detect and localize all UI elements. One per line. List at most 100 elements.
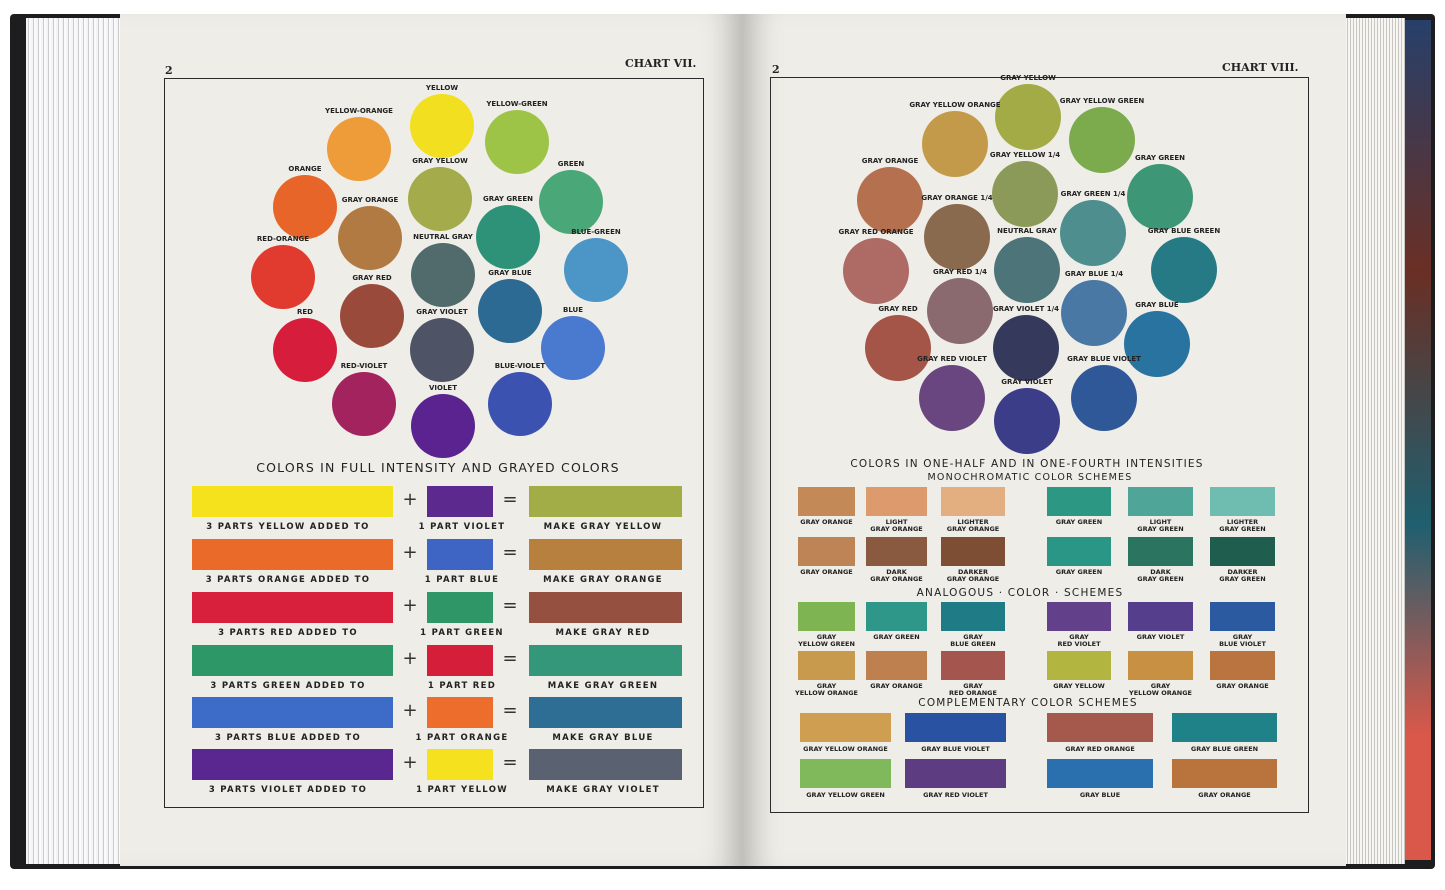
base-color-bar bbox=[192, 592, 393, 623]
color-circle bbox=[478, 279, 542, 343]
color-circle bbox=[273, 318, 337, 382]
complementary-swatch bbox=[905, 713, 1006, 742]
base-label: 3 PARTS YELLOW ADDED TO bbox=[206, 522, 370, 532]
equals-sign: = bbox=[502, 648, 518, 669]
base-label: 3 PARTS BLUE ADDED TO bbox=[214, 733, 362, 743]
result-color-bar bbox=[529, 592, 682, 623]
circle-label: GRAY RED bbox=[352, 274, 392, 282]
base-color-bar bbox=[192, 749, 393, 780]
circle-label: GRAY VIOLET bbox=[416, 308, 468, 316]
result-label: MAKE GRAY RED bbox=[555, 628, 651, 638]
result-label: MAKE GRAY ORANGE bbox=[543, 575, 663, 585]
monochromatic-swatch bbox=[1047, 537, 1111, 566]
circle-label: GRAY YELLOW GREEN bbox=[1059, 97, 1145, 105]
color-circle bbox=[1071, 365, 1137, 431]
monochromatic-swatch bbox=[866, 487, 927, 516]
analogous-swatch bbox=[1047, 651, 1111, 680]
circle-label: ORANGE bbox=[288, 165, 322, 173]
plus-sign: + bbox=[402, 489, 418, 510]
added-label: 1 PART VIOLET bbox=[418, 522, 506, 532]
monochromatic-swatch-label: DARKER GRAY ORANGE bbox=[946, 568, 1000, 583]
result-color-bar bbox=[529, 697, 682, 728]
analogous-swatch bbox=[798, 602, 855, 631]
color-circle bbox=[332, 372, 396, 436]
circle-label: GRAY GREEN bbox=[1135, 154, 1185, 162]
circle-label: GRAY RED bbox=[878, 305, 918, 313]
circle-label: GRAY YELLOW ORANGE bbox=[909, 101, 1001, 109]
circle-label: GRAY YELLOW bbox=[1000, 74, 1056, 82]
complementary-swatch bbox=[800, 713, 891, 742]
circle-label: BLUE-GREEN bbox=[571, 228, 621, 236]
circle-label: GRAY RED ORANGE bbox=[838, 228, 914, 236]
circle-label: GREEN bbox=[557, 160, 585, 168]
result-label: MAKE GRAY VIOLET bbox=[546, 785, 660, 795]
plus-sign: + bbox=[402, 542, 418, 563]
added-color-bar bbox=[427, 645, 493, 676]
circle-label: RED bbox=[297, 308, 313, 316]
page-number: 2 bbox=[772, 63, 780, 76]
monochromatic-swatch-label: LIGHTER GRAY GREEN bbox=[1219, 518, 1266, 533]
color-circle bbox=[408, 167, 472, 231]
color-circle bbox=[922, 111, 988, 177]
equals-sign: = bbox=[502, 542, 518, 563]
added-color-bar bbox=[427, 749, 493, 780]
analogous-swatch-label: GRAY VIOLET bbox=[1136, 633, 1185, 641]
color-circle bbox=[1060, 200, 1126, 266]
added-label: 1 PART BLUE bbox=[424, 575, 500, 585]
analogous-swatch bbox=[1128, 602, 1193, 631]
plus-sign: + bbox=[402, 700, 418, 721]
circle-label: GRAY BLUE 1/4 bbox=[1064, 270, 1124, 278]
circle-label: GRAY ORANGE 1/4 bbox=[921, 194, 993, 202]
analogous-swatch bbox=[798, 651, 855, 680]
circle-label: GRAY GREEN 1/4 bbox=[1060, 190, 1126, 198]
analogous-swatch bbox=[1210, 602, 1275, 631]
color-circle bbox=[1124, 311, 1190, 377]
complementary-title: COMPLEMENTARY COLOR SCHEMES bbox=[918, 697, 1138, 709]
color-circle bbox=[476, 205, 540, 269]
monochromatic-swatch bbox=[866, 537, 927, 566]
analogous-swatch bbox=[1210, 651, 1275, 680]
complementary-swatch bbox=[1047, 759, 1153, 788]
result-color-bar bbox=[529, 486, 682, 517]
circle-label: YELLOW-ORANGE bbox=[325, 107, 393, 115]
color-circle bbox=[992, 161, 1058, 227]
analogous-swatch-label: GRAY BLUE VIOLET bbox=[1219, 633, 1266, 648]
circle-label: GRAY ORANGE bbox=[341, 196, 399, 204]
analogous-swatch-label: GRAY RED VIOLET bbox=[1057, 633, 1101, 648]
analogous-swatch-label: GRAY RED ORANGE bbox=[949, 682, 997, 697]
color-circle bbox=[564, 238, 628, 302]
base-label: 3 PARTS RED ADDED TO bbox=[218, 628, 358, 638]
base-color-bar bbox=[192, 697, 393, 728]
result-color-bar bbox=[529, 645, 682, 676]
color-circle bbox=[541, 316, 605, 380]
added-label: 1 PART YELLOW bbox=[416, 785, 508, 795]
complementary-swatch-label: GRAY RED VIOLET bbox=[923, 791, 988, 799]
analogous-swatch bbox=[866, 602, 927, 631]
color-circle bbox=[273, 175, 337, 239]
color-circle bbox=[1069, 107, 1135, 173]
monochromatic-swatch-label: LIGHT GRAY ORANGE bbox=[870, 518, 923, 533]
complementary-swatch bbox=[800, 759, 891, 788]
monochromatic-swatch-label: DARK GRAY ORANGE bbox=[870, 568, 923, 583]
circle-label: GRAY BLUE VIOLET bbox=[1067, 355, 1141, 363]
color-circle bbox=[994, 388, 1060, 454]
monochromatic-swatch-label: GRAY ORANGE bbox=[800, 568, 853, 576]
result-color-bar bbox=[529, 539, 682, 570]
monochromatic-swatch-label: GRAY GREEN bbox=[1055, 568, 1103, 576]
color-circle bbox=[338, 206, 402, 270]
color-circle bbox=[865, 315, 931, 381]
analogous-swatch-label: GRAY ORANGE bbox=[870, 682, 923, 690]
color-circle bbox=[340, 284, 404, 348]
monochromatic-swatch bbox=[798, 537, 855, 566]
circle-label: GRAY BLUE bbox=[488, 269, 532, 277]
color-circle bbox=[919, 365, 985, 431]
color-circle bbox=[995, 84, 1061, 150]
color-circle bbox=[1127, 164, 1193, 230]
result-label: MAKE GRAY BLUE bbox=[552, 733, 654, 743]
complementary-swatch-label: GRAY YELLOW GREEN bbox=[806, 791, 885, 799]
analogous-title: ANALOGOUS · COLOR · SCHEMES bbox=[916, 587, 1124, 599]
right-heading: COLORS IN ONE-HALF AND IN ONE-FOURTH INT… bbox=[850, 458, 1204, 470]
analogous-swatch-label: GRAY YELLOW ORANGE bbox=[1129, 682, 1192, 697]
color-circle bbox=[411, 394, 475, 458]
complementary-swatch-label: GRAY YELLOW ORANGE bbox=[803, 745, 888, 753]
